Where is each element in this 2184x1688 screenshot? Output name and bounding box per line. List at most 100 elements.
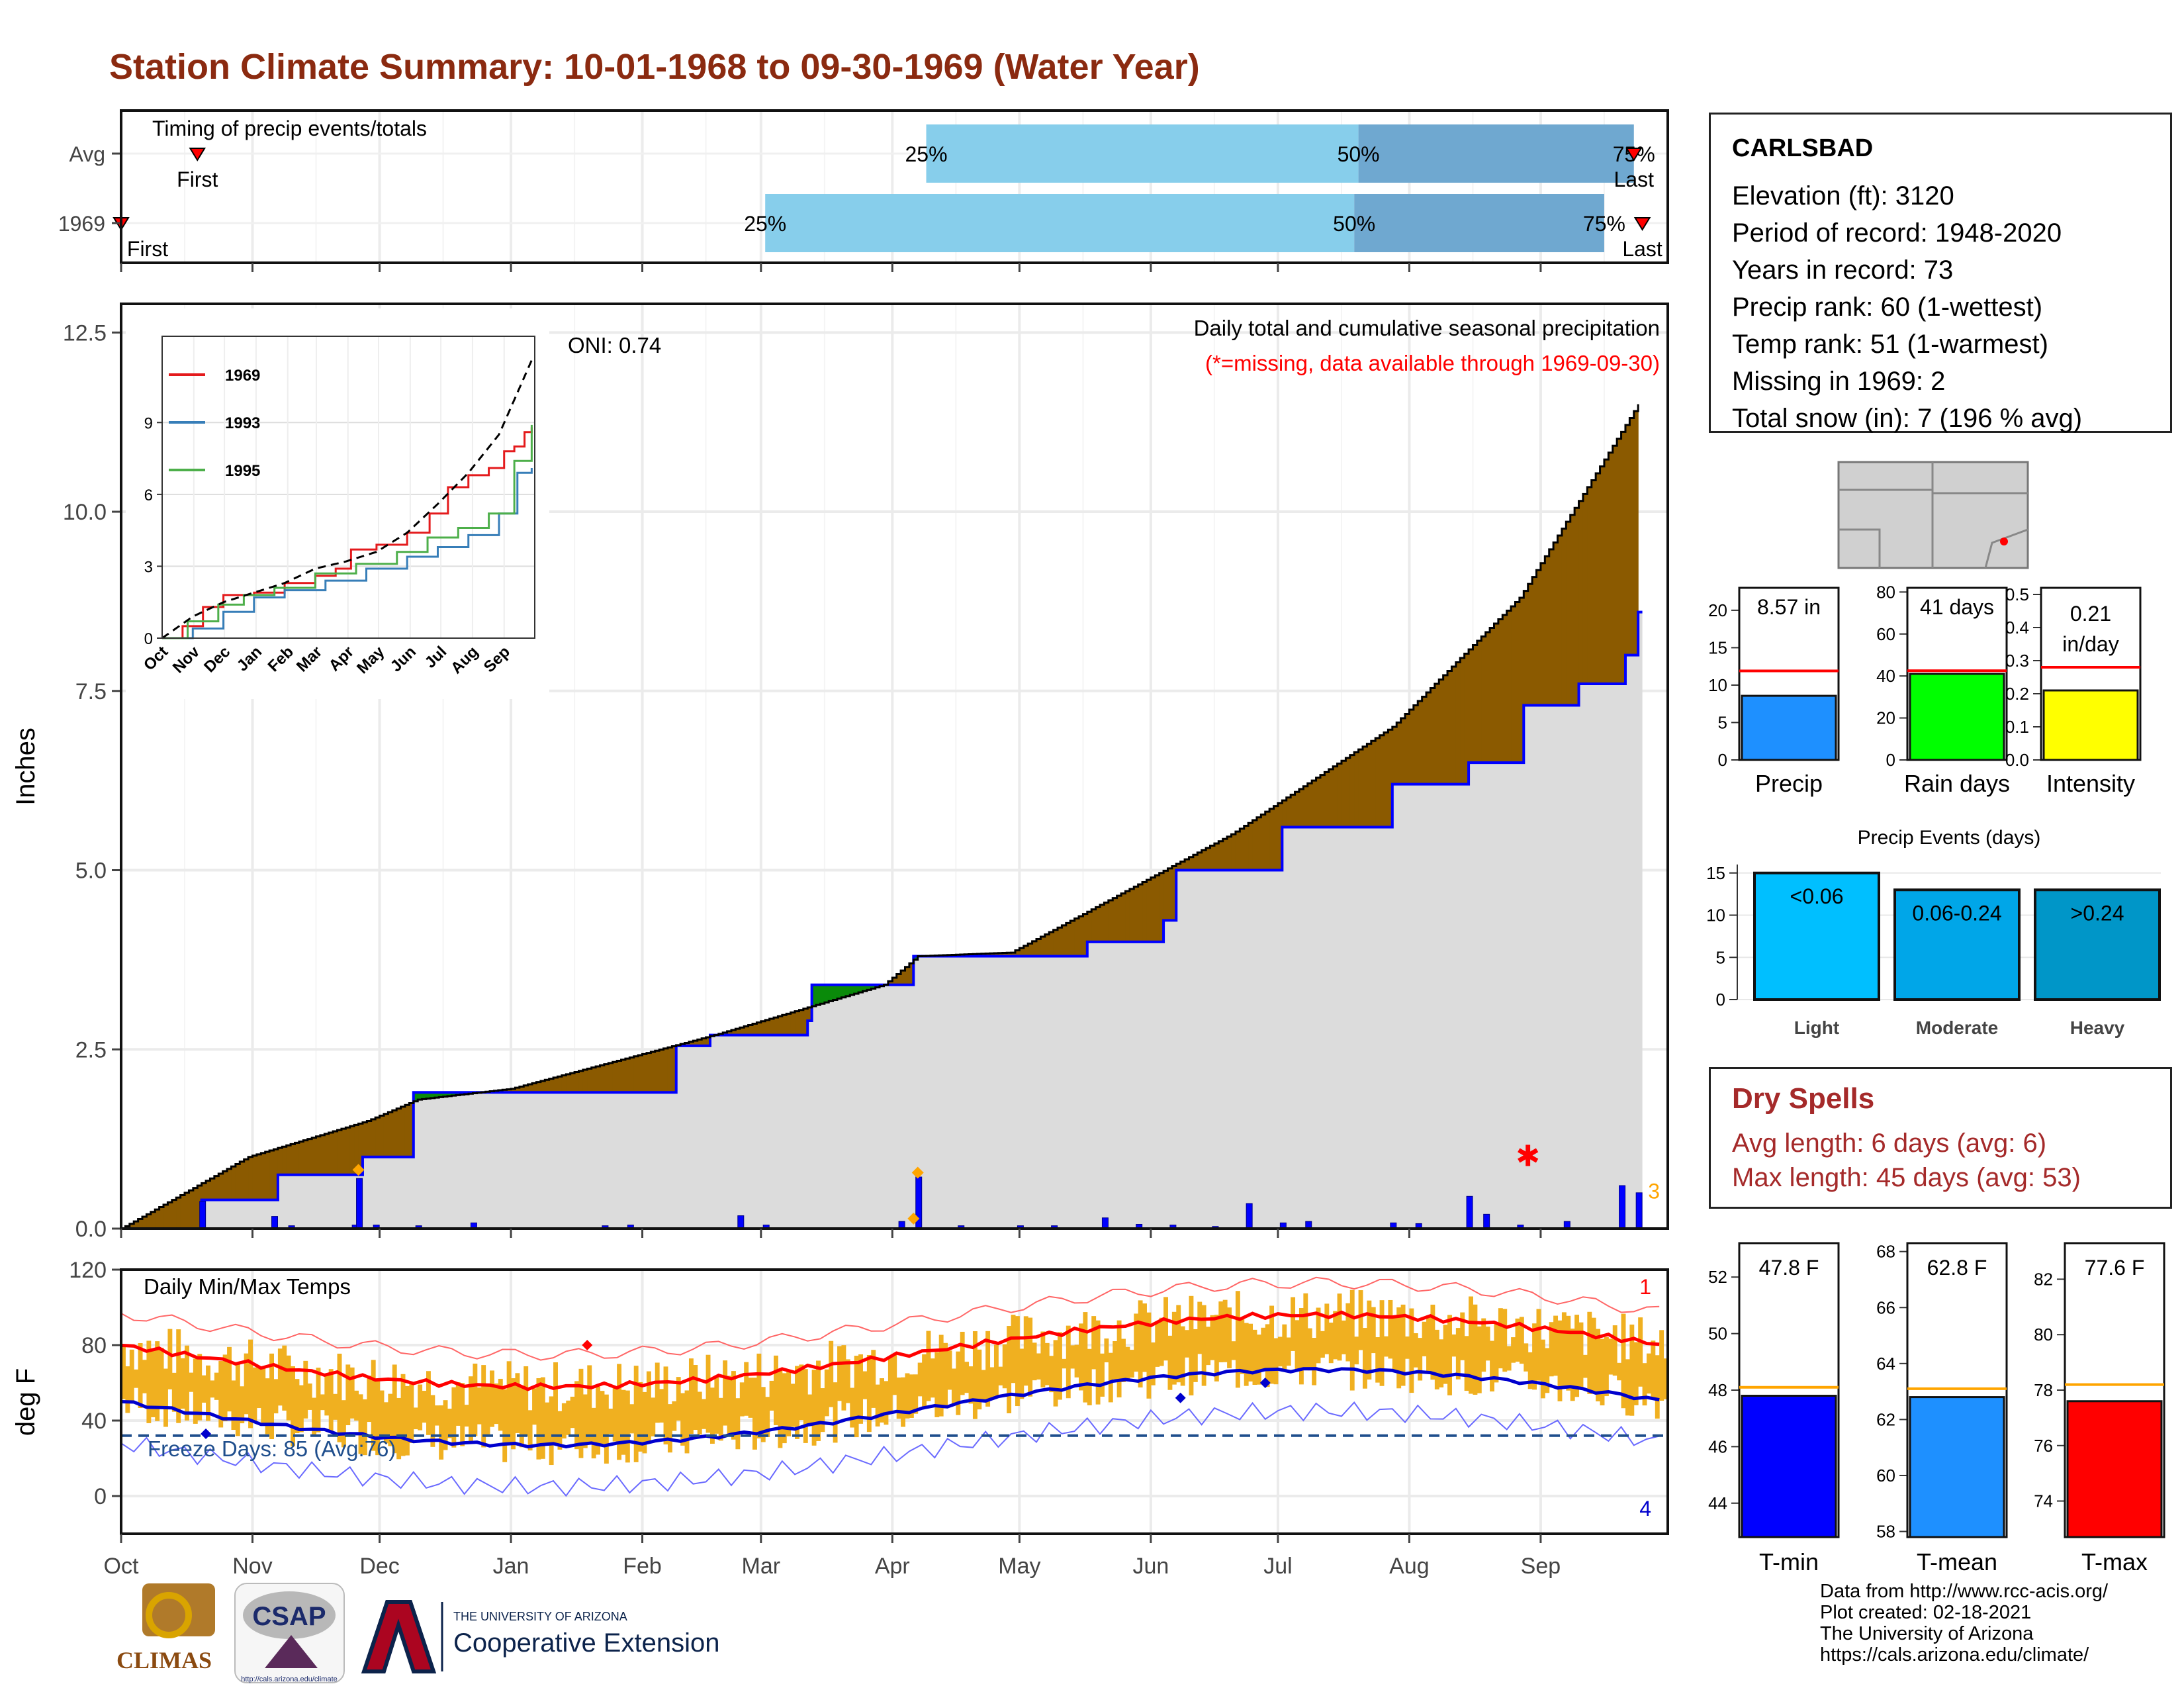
precip-departure-fill bbox=[392, 1110, 397, 1157]
temp-daily-bar bbox=[866, 1354, 872, 1432]
timing-last-marker bbox=[1625, 148, 1643, 162]
precip-departure-fill bbox=[557, 1076, 563, 1093]
precip-departure-fill bbox=[1363, 746, 1368, 827]
tempbar-y-tick-label: 68 bbox=[1876, 1242, 1895, 1262]
temp-daily-bar bbox=[574, 1381, 579, 1450]
precip-departure-fill bbox=[354, 1125, 359, 1175]
precip-departure-fill bbox=[146, 1214, 152, 1229]
temp-daily-bar bbox=[1447, 1315, 1452, 1395]
summary-y-tick-label: 15 bbox=[1708, 637, 1727, 657]
temp-daily-bar bbox=[1295, 1320, 1300, 1370]
timing-q50-label: 50% bbox=[1333, 212, 1375, 236]
temp-daily-bar bbox=[532, 1388, 537, 1425]
summary-value-label-unit: in/day bbox=[2062, 632, 2118, 656]
temp-daily-bar bbox=[1007, 1326, 1012, 1414]
temp-daily-bar bbox=[146, 1340, 152, 1423]
temp-daily-bar bbox=[714, 1375, 719, 1434]
precip-departure-fill bbox=[578, 1070, 584, 1093]
events-bar-range: 0.06-0.24 bbox=[1912, 901, 2001, 925]
precip-departure-fill bbox=[765, 1019, 770, 1035]
temp-daily-bar bbox=[1201, 1305, 1206, 1386]
tempbar-y-tick-label: 82 bbox=[2034, 1269, 2053, 1289]
temp-daily-bar bbox=[1240, 1318, 1245, 1374]
climas-logo-text: CLIMAS bbox=[116, 1647, 212, 1673]
precip-departure-fill bbox=[1629, 418, 1635, 655]
timing-last-label: Last bbox=[1614, 167, 1655, 191]
precip-departure-fill bbox=[1040, 937, 1046, 957]
events-bar-label: Moderate bbox=[1916, 1017, 1998, 1038]
precip-departure-fill bbox=[901, 970, 906, 985]
precip-departure-fill bbox=[905, 966, 910, 985]
ua-logo-small-text: THE UNIVERSITY OF ARIZONA bbox=[453, 1610, 627, 1623]
temp-daily-bar bbox=[854, 1356, 859, 1438]
precip-departure-fill bbox=[422, 1092, 427, 1100]
precip-departure-fill bbox=[1185, 859, 1190, 870]
temp-daily-bar bbox=[1545, 1348, 1550, 1393]
precip-departure-fill bbox=[231, 1166, 236, 1200]
precip-departure-fill bbox=[206, 1180, 211, 1200]
precip-average-line bbox=[121, 610, 1643, 1230]
precip-departure-fill bbox=[1604, 459, 1609, 684]
precip-departure-fill bbox=[185, 1192, 190, 1229]
temp-daily-bar bbox=[527, 1410, 533, 1451]
precip-departure-fill bbox=[1167, 868, 1173, 921]
temp-daily-bar bbox=[1091, 1316, 1097, 1370]
precip-departure-fill bbox=[1379, 735, 1385, 827]
temp-daily-bar bbox=[1083, 1312, 1088, 1403]
precip-departure-fill bbox=[1303, 786, 1308, 827]
tempbar-value bbox=[1909, 1396, 2005, 1538]
temp-daily-bar bbox=[447, 1409, 452, 1438]
temp-daily-bar bbox=[282, 1345, 287, 1411]
precip-departure-fill bbox=[1142, 882, 1148, 942]
precip-departure-fill bbox=[1536, 570, 1541, 706]
temp-daily-bar bbox=[680, 1393, 686, 1446]
precip-departure-fill bbox=[1413, 705, 1418, 784]
temp-daily-bar bbox=[1129, 1350, 1134, 1378]
precip-departure-fill bbox=[816, 984, 821, 1006]
precip-departure-fill bbox=[570, 1073, 575, 1093]
precip-departure-fill bbox=[222, 1171, 228, 1200]
precip-departure-fill bbox=[1409, 709, 1414, 784]
temp-daily-bar bbox=[298, 1385, 304, 1432]
temp-daily-bar bbox=[943, 1342, 948, 1409]
temp-daily-bar bbox=[1210, 1315, 1215, 1360]
temp-daily-bar bbox=[1167, 1335, 1173, 1390]
precip-subtitle: Daily total and cumulative seasonal prec… bbox=[1194, 316, 1660, 340]
precip-departure-fill bbox=[142, 1216, 148, 1229]
timing-first-label: First bbox=[177, 167, 218, 191]
precip-departure-fill bbox=[1519, 598, 1524, 763]
precip-departure-fill bbox=[1405, 714, 1410, 784]
temp-daily-bar bbox=[693, 1365, 698, 1430]
temp-daily-bar bbox=[358, 1394, 363, 1454]
precip-departure-fill bbox=[1396, 722, 1402, 784]
temp-daily-bar bbox=[1490, 1340, 1494, 1392]
tempbar-value-label: 62.8 F bbox=[1927, 1256, 1987, 1280]
temp-daily-bar bbox=[587, 1365, 592, 1442]
temp-daily-bar bbox=[909, 1374, 914, 1418]
temp-daily-bar bbox=[1282, 1324, 1287, 1370]
precip-departure-fill bbox=[811, 984, 817, 1007]
timing-bar-q25-q50 bbox=[926, 124, 1359, 183]
temp-daily-bar bbox=[646, 1371, 651, 1442]
precip-departure-fill bbox=[1261, 814, 1266, 870]
temp-daily-bar bbox=[1596, 1329, 1601, 1401]
precip-events-chart: Precip Events (days) 0 5 10 15 <0.06 Light 0.06… bbox=[1706, 827, 2161, 1038]
summary-y-tick-label: 0 bbox=[1718, 750, 1727, 770]
temp-daily-bar bbox=[816, 1360, 821, 1441]
temp-daily-bar bbox=[993, 1344, 999, 1396]
precip-departure-fill bbox=[998, 953, 1003, 957]
temp-daily-bar bbox=[481, 1365, 486, 1448]
month-tick-label: May bbox=[998, 1554, 1040, 1579]
temp-daily-bar bbox=[1324, 1303, 1330, 1354]
temp-daily-bar bbox=[871, 1350, 876, 1408]
temp-daily-bar bbox=[824, 1369, 829, 1417]
precip-departure-fill bbox=[617, 1060, 622, 1093]
temp-daily-bar bbox=[333, 1393, 338, 1420]
temp-daily-bar bbox=[1298, 1307, 1304, 1385]
precip-departure-fill bbox=[854, 984, 859, 994]
temp-daily-bar bbox=[1248, 1323, 1253, 1382]
temp-daily-bar bbox=[523, 1366, 529, 1436]
summary-y-tick-label: 20 bbox=[1876, 708, 1895, 728]
precip-departure-fill bbox=[1494, 623, 1499, 763]
summary-y-tick-label: 80 bbox=[1876, 582, 1895, 602]
